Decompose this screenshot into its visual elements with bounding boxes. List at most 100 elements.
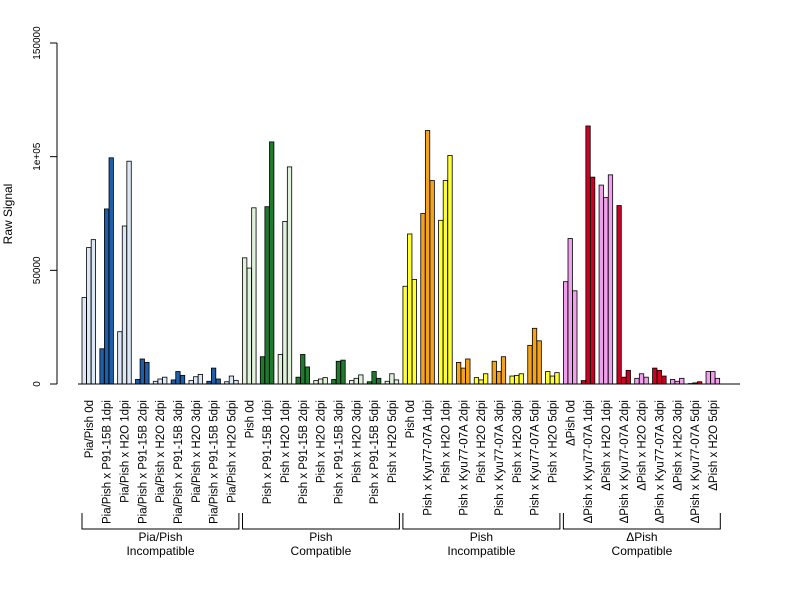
bar bbox=[286, 166, 293, 385]
bar bbox=[242, 257, 248, 385]
bar bbox=[162, 376, 168, 385]
x-tick-label: ΔPish x Kyu77-07A 5dpi bbox=[690, 400, 702, 523]
x-tick-label: ΔPish x Kyu77-07A 1dpi bbox=[583, 400, 595, 523]
x-tick-label: Pish x H2O 1dpi bbox=[441, 400, 453, 483]
bar bbox=[442, 180, 449, 385]
bar bbox=[549, 375, 555, 385]
bar bbox=[429, 180, 435, 385]
x-tick-label: ΔPish x H2O 5dpi bbox=[708, 400, 720, 491]
bar bbox=[656, 369, 662, 385]
bar bbox=[197, 374, 203, 385]
bar bbox=[175, 371, 181, 385]
group-brackets: Pia/PishIncompatiblePishCompatiblePishIn… bbox=[81, 513, 721, 558]
bar bbox=[496, 371, 502, 385]
x-tick-label: Pish x H2O 1dpi bbox=[280, 400, 292, 483]
bar bbox=[99, 348, 105, 385]
bar bbox=[121, 225, 128, 385]
bar bbox=[215, 378, 221, 385]
bar bbox=[607, 174, 614, 385]
bar bbox=[652, 367, 658, 385]
group-label-line2: Compatible bbox=[291, 544, 352, 558]
bar bbox=[304, 366, 310, 385]
x-tick-label: ΔPish x H2O 3dpi bbox=[672, 400, 684, 491]
bar bbox=[567, 238, 573, 385]
bar bbox=[264, 206, 270, 385]
bar bbox=[313, 380, 319, 385]
bar bbox=[572, 290, 578, 385]
x-tick-label: Pish x H2O 3dpi bbox=[512, 400, 524, 483]
bar bbox=[705, 371, 711, 385]
bar bbox=[424, 130, 431, 385]
bar bbox=[251, 207, 257, 385]
bar bbox=[536, 340, 542, 385]
bar bbox=[621, 376, 627, 385]
bar bbox=[563, 281, 569, 385]
bar bbox=[246, 267, 252, 385]
bar bbox=[514, 374, 520, 385]
x-tick-label: Pish 0d bbox=[405, 400, 417, 438]
bar bbox=[135, 379, 141, 385]
bar bbox=[233, 379, 239, 385]
bar bbox=[545, 371, 551, 385]
x-tick-label: Pia/Pish x H2O 5dpi bbox=[227, 400, 239, 503]
bar bbox=[661, 375, 667, 385]
bar bbox=[500, 356, 507, 385]
x-tick-label: Pia/Pish x P91-15B 3dpi bbox=[173, 400, 185, 524]
bar bbox=[331, 379, 337, 385]
bar bbox=[527, 344, 533, 385]
y-tick-label: 1e+05 bbox=[32, 142, 43, 171]
bar bbox=[634, 377, 640, 385]
bar bbox=[117, 331, 123, 385]
x-tick-label: Pia/Pish x H2O 3dpi bbox=[191, 400, 203, 503]
bar bbox=[340, 359, 346, 385]
bar bbox=[170, 379, 176, 385]
bar bbox=[509, 375, 515, 385]
group-label-line1: Pish bbox=[309, 530, 332, 544]
bar bbox=[590, 176, 596, 385]
bar bbox=[625, 369, 631, 385]
x-tick-label: Pish x H2O 2dpi bbox=[476, 400, 488, 483]
x-tick-label: ΔPish x H2O 1dpi bbox=[601, 400, 613, 491]
group-label-line2: Compatible bbox=[612, 544, 673, 558]
group-bracket bbox=[402, 513, 561, 530]
bar bbox=[411, 279, 417, 385]
y-tick-label: 150000 bbox=[32, 26, 43, 60]
bar bbox=[376, 377, 382, 385]
bar bbox=[389, 373, 395, 385]
bar bbox=[139, 358, 145, 385]
group-bracket bbox=[242, 513, 400, 530]
group-bracket bbox=[81, 513, 240, 530]
bar bbox=[81, 297, 87, 385]
x-tick-label: Pish x P91-15B 5dpi bbox=[369, 400, 381, 504]
bar bbox=[643, 376, 649, 385]
bar bbox=[580, 380, 587, 385]
x-tick-label: Pish x Kyu77-07A 5dpi bbox=[530, 400, 542, 516]
x-tick-label: Pish x H2O 2dpi bbox=[316, 400, 328, 483]
bar bbox=[259, 356, 266, 385]
bar bbox=[322, 377, 328, 385]
bar bbox=[478, 379, 484, 385]
bar bbox=[603, 197, 609, 385]
group-label-line1: Pia/Pish bbox=[138, 530, 182, 544]
bar bbox=[554, 372, 560, 385]
bar bbox=[269, 141, 275, 385]
x-tick-labels: Pia/Pish 0d Pia/Pish x P91-15B 1dpi Pia/Pi… bbox=[84, 400, 720, 524]
group-label-line2: Incompatible bbox=[447, 544, 515, 558]
bar bbox=[282, 221, 288, 385]
x-tick-label: Pish x P91-15B 2dpi bbox=[298, 400, 310, 504]
bar bbox=[456, 361, 462, 385]
bar bbox=[108, 157, 114, 385]
bar bbox=[179, 374, 186, 385]
bar bbox=[491, 360, 497, 385]
bar bbox=[483, 373, 489, 385]
bar bbox=[335, 360, 342, 385]
bar bbox=[438, 219, 444, 385]
bar bbox=[585, 125, 591, 385]
x-tick-label: ΔPish 0d bbox=[565, 400, 577, 446]
x-tick-label: Pia/Pish x H2O 1dpi bbox=[120, 400, 132, 503]
bar bbox=[638, 373, 645, 385]
x-tick-label: Pish x Kyu77-07A 3dpi bbox=[494, 400, 506, 516]
bar bbox=[371, 371, 377, 385]
group-label-line1: ΔPish bbox=[626, 530, 657, 544]
